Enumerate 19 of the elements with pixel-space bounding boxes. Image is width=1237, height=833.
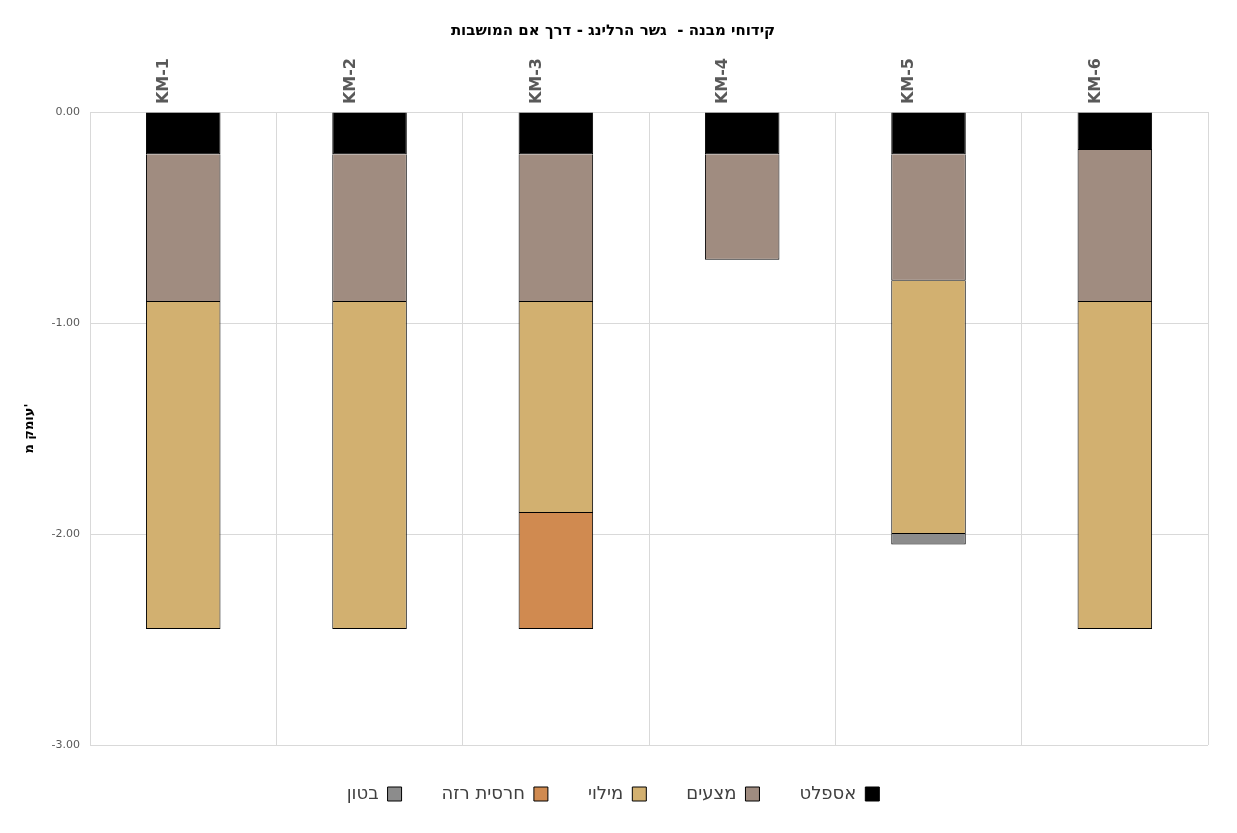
legend-label: אספלט	[799, 781, 857, 803]
legend-label: חרסית רזה	[441, 781, 525, 803]
x-tick-label: KM-3	[525, 58, 545, 105]
y-tick-label: -2.00	[51, 526, 81, 540]
x-tick-label: KM-5	[898, 58, 918, 105]
x-tick-label: KM-4	[712, 58, 732, 105]
legend-label: מילוי	[587, 781, 624, 803]
y-tick-label: 0.00	[55, 104, 81, 118]
x-tick-label: KM-6	[1084, 58, 1104, 105]
y-tick-label: -1.00	[51, 315, 81, 329]
chart-title: קידוחי מבנה - גשר הרלינג - דרך אם המושבות	[450, 20, 776, 39]
legend-label: בטון	[346, 781, 379, 803]
bar	[332, 112, 407, 155]
x-tick-label: KM-1	[153, 58, 173, 105]
x-tick-label: KM-2	[339, 58, 359, 105]
bar	[891, 112, 966, 155]
y-axis-title: עומק מ'	[21, 403, 37, 454]
y-tick-label: -3.00	[51, 737, 81, 751]
legend-label: מצעים	[686, 781, 737, 803]
